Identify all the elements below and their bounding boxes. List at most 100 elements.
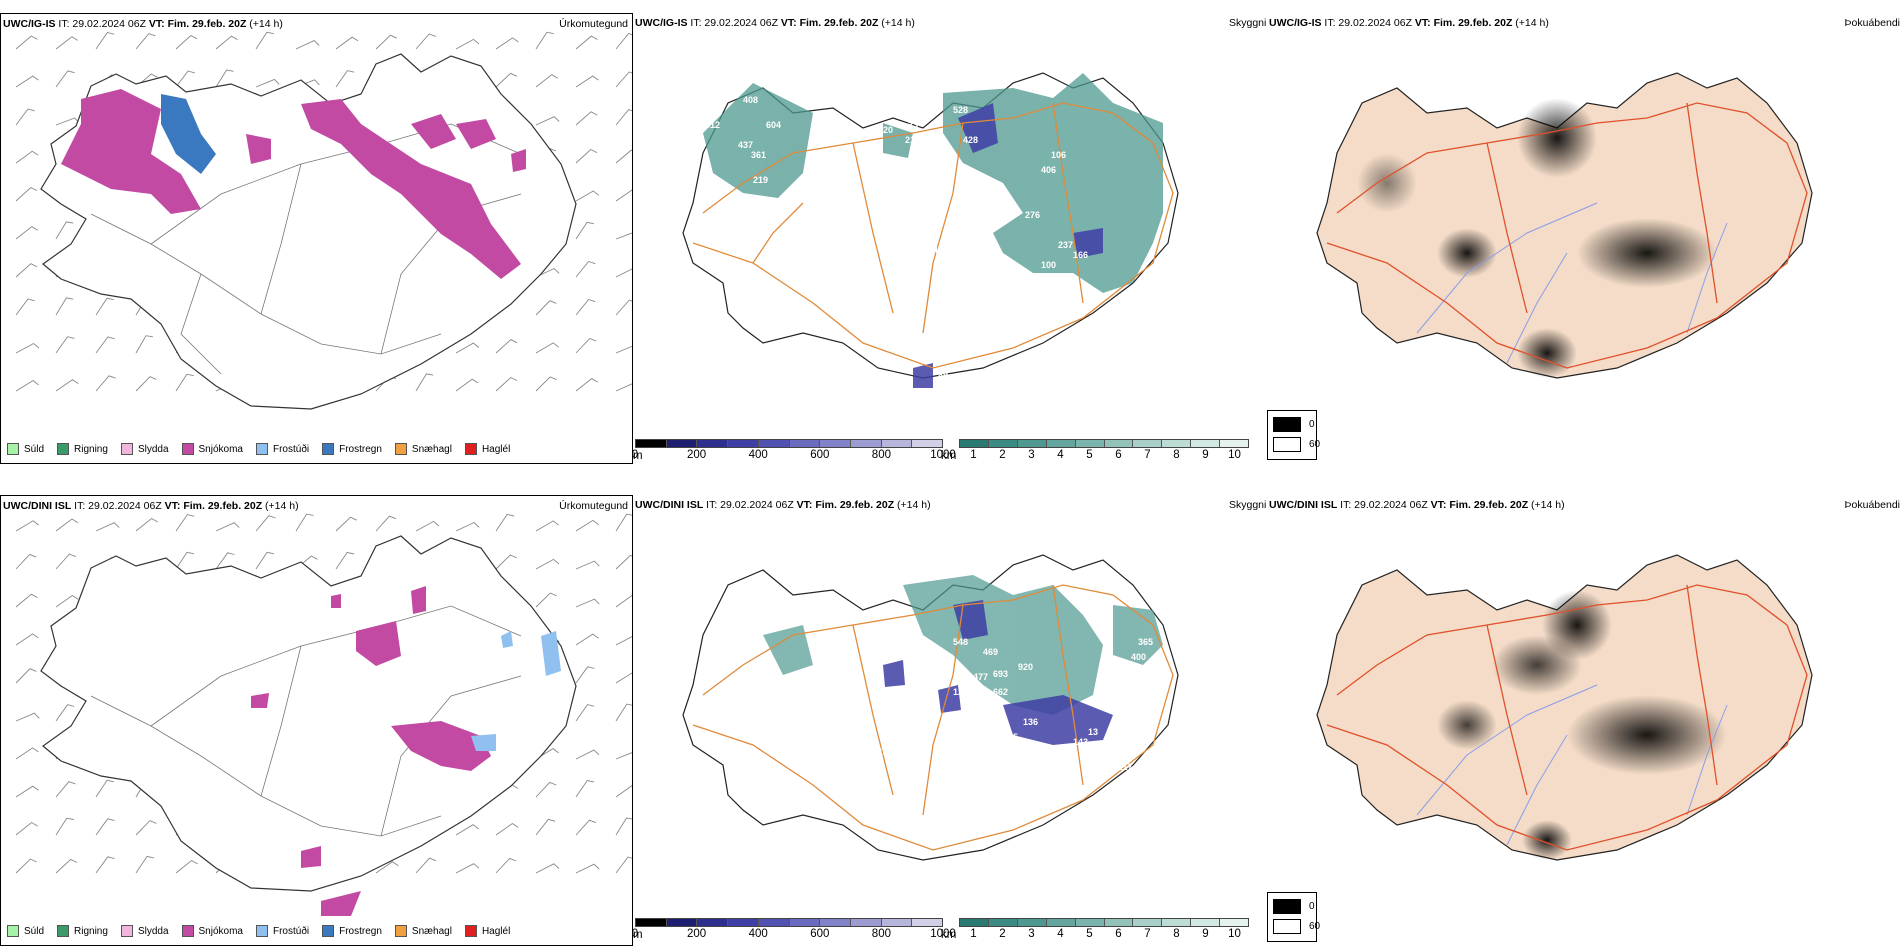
vis-value-label: 528 (953, 105, 968, 115)
legend-item: Slydda (120, 443, 169, 455)
wind-barb (95, 31, 115, 50)
wind-barb (495, 72, 518, 88)
wind-barb (135, 376, 157, 392)
wind-barb (95, 818, 115, 836)
wind-barb (575, 378, 598, 392)
wind-barb (55, 704, 75, 722)
wind-barb (575, 260, 596, 278)
wind-barb (495, 513, 515, 532)
legend-label: Rigning (74, 443, 108, 455)
wind-barb (15, 186, 38, 202)
wind-barb (15, 75, 39, 88)
roads (692, 584, 1174, 851)
wind-barb (615, 636, 632, 646)
legend-item: Snjókoma (181, 443, 243, 455)
colorbar-tick: 1000 (930, 928, 956, 940)
colorbar-segment (1133, 440, 1163, 447)
iceland-fog-map (1316, 554, 1813, 861)
colorbar-unit: m (633, 929, 643, 941)
wind-barb (55, 379, 79, 392)
wind-barb (575, 749, 600, 760)
vis-value-label: 147 (918, 872, 933, 882)
legend-swatch (322, 443, 335, 455)
legend-item: Snjókoma (181, 925, 243, 937)
legend-swatch (1273, 437, 1301, 452)
legend-label: Rigning (74, 925, 108, 937)
legend-item: Súld (7, 925, 44, 937)
wind-barb (15, 668, 37, 684)
colorbar-segment (988, 919, 1018, 926)
legend-swatch (464, 925, 477, 937)
wind-barb (575, 111, 598, 126)
panel-header: UWC/IG-IS IT: 29.02.2024 06Z VT: Fim. 29… (635, 17, 915, 29)
vis-value-label: 13 (1088, 727, 1098, 737)
wind-barb (575, 337, 597, 354)
legend-label: Frostúði (272, 925, 310, 937)
legend-label: Frostregn (339, 443, 382, 455)
legend-label: 0 (1309, 419, 1315, 430)
fog-index-panel-top: UWC/IG-IS IT: 29.02.2024 06Z VT: Fim. 29… (1267, 13, 1900, 464)
wind-barb (55, 553, 77, 570)
legend-swatch (57, 925, 70, 937)
freezing-rain-areas (161, 94, 216, 174)
wind-barb (615, 268, 632, 278)
precip-type-panel-top: UWC/IG-IS IT: 29.02.2024 06Z VT: Fim. 29… (0, 13, 633, 464)
snow-areas (61, 89, 526, 279)
wind-barb (615, 149, 632, 164)
legend-swatch (394, 443, 407, 455)
vis-value-label: 103 (858, 145, 873, 155)
legend-item: Frostregn (322, 443, 382, 455)
vis-value-label: 120 (878, 125, 893, 135)
wind-barb (575, 519, 599, 532)
wind-barb (495, 822, 519, 836)
iceland-coastline (40, 535, 577, 892)
wind-barb (495, 376, 518, 392)
wind-barb (535, 592, 557, 608)
visibility-km-colorbar: 1 2 3 4 5 6 7 8 9 10 km (941, 439, 1249, 463)
legend-item: Snæhagl (394, 443, 452, 455)
wind-barb (135, 820, 157, 836)
wind-barb (615, 752, 632, 760)
colorbar-tick: 5 (1086, 449, 1093, 461)
vis-value-label: 365 (1138, 637, 1153, 647)
wind-barb (455, 863, 480, 874)
wind-barb (55, 70, 75, 88)
wind-barb (615, 232, 632, 240)
vis-value-label: 132 (878, 747, 893, 757)
colorbar-tick: 1000 (930, 449, 956, 461)
wind-barb (615, 513, 632, 532)
wind-barb (15, 342, 40, 354)
wind-barb (15, 35, 38, 50)
legend-item: Haglél (464, 925, 510, 937)
wind-barb (615, 703, 632, 722)
wind-barb (535, 818, 556, 836)
colorbar-segment (820, 440, 851, 447)
vis-value-label: 693 (993, 669, 1008, 679)
wind-barb (55, 594, 79, 608)
wind-barb (135, 517, 158, 532)
wind-barb (375, 34, 397, 50)
vis-value-label: 920 (1018, 662, 1033, 672)
precip-type-panel-bottom: UWC/DINI ISL IT: 29.02.2024 06Z VT: Fim.… (0, 495, 633, 946)
vis-value-label: 548 (953, 637, 968, 647)
wind-barb (415, 33, 436, 50)
legend-item: Snæhagl (394, 925, 452, 937)
wind-barb (215, 35, 238, 50)
legend-label: Snjókoma (198, 443, 243, 455)
panel-header: UWC/DINI ISL IT: 29.02.2024 06Z VT: Fim.… (1269, 499, 1565, 511)
vis-value-label: 428 (963, 135, 978, 145)
wind-barb (295, 513, 314, 532)
colorbar-segment (1162, 440, 1192, 447)
legend-item: Slydda (120, 925, 169, 937)
wind-barb (455, 521, 480, 532)
panel-title: Þokuábendi (1844, 499, 1900, 511)
snow-areas (251, 586, 491, 916)
wind-barb (615, 189, 632, 202)
colorbar-segment (1220, 440, 1249, 447)
colorbar-segment (1191, 919, 1221, 926)
legend-label: Frostúði (272, 443, 310, 455)
legend-label: Súld (24, 925, 45, 937)
colorbar-tick: 3 (1028, 928, 1035, 940)
fog-blobs (1437, 590, 1727, 860)
legend-label: Haglél (481, 443, 511, 455)
